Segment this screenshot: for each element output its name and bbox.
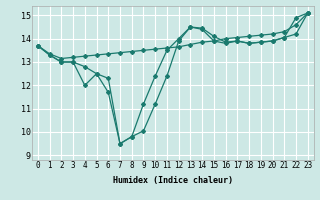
X-axis label: Humidex (Indice chaleur): Humidex (Indice chaleur) <box>113 176 233 185</box>
